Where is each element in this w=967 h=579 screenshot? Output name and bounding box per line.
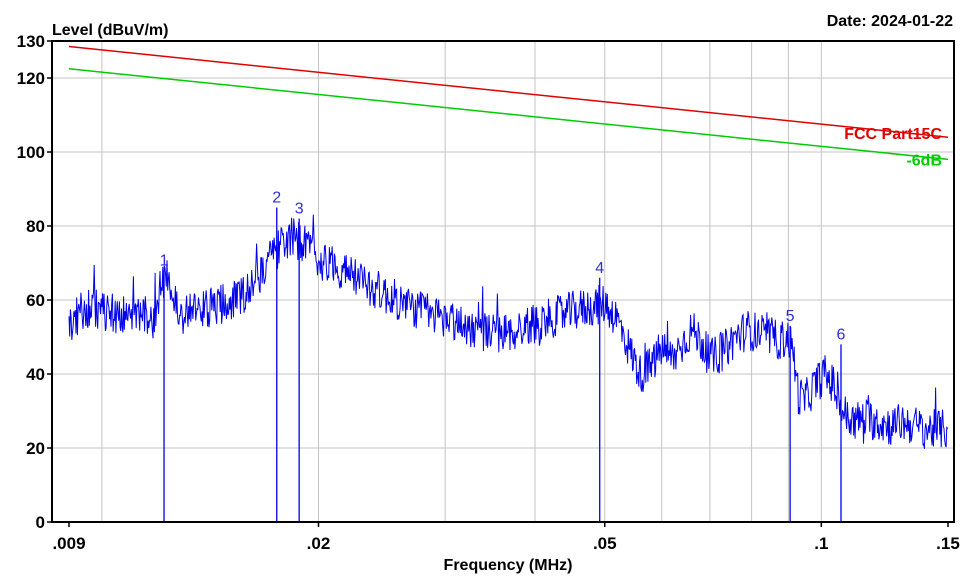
marker-label: 5 [786,308,795,325]
marker-label: 1 [160,252,169,269]
marker-label: 6 [837,326,846,343]
limit-label: -6dB [906,152,942,169]
y-tick-label: 20 [26,439,45,458]
grid [52,41,954,522]
x-tick-label: .02 [307,534,331,553]
y-tick-label: 0 [36,513,45,532]
x-tick-label: .15 [936,534,960,553]
x-tick-label: .1 [814,534,828,553]
limit-lines: FCC Part15C -6dB [68,45,949,169]
limit-label: FCC Part15C [844,126,942,143]
limit-line [68,68,949,161]
y-tick-label: 100 [17,143,45,162]
limit-line [68,45,949,138]
x-axis-title: Frequency (MHz) [444,557,573,574]
marker-label: 2 [272,190,281,207]
marker-label: 3 [295,201,304,218]
date-label: Date: 2024-01-22 [827,13,953,30]
y-tick-label: 80 [26,217,45,236]
plot-frame [51,40,955,523]
x-tick-label: .05 [593,534,617,553]
series-line [68,214,948,449]
y-tick-label: 60 [26,291,45,310]
series-group [68,214,948,449]
y-tick-label: 120 [17,69,45,88]
y-tick-label: 130 [17,32,45,51]
marker-label: 4 [595,260,604,277]
y-tick-label: 40 [26,365,45,384]
y-axis-title: Level (dBuV/m) [52,22,168,39]
axis-ticks: .009 .02 .05 .1 .15 0 20 40 60 80 100 120 130 [17,32,960,553]
x-tick-label: .009 [52,534,85,553]
